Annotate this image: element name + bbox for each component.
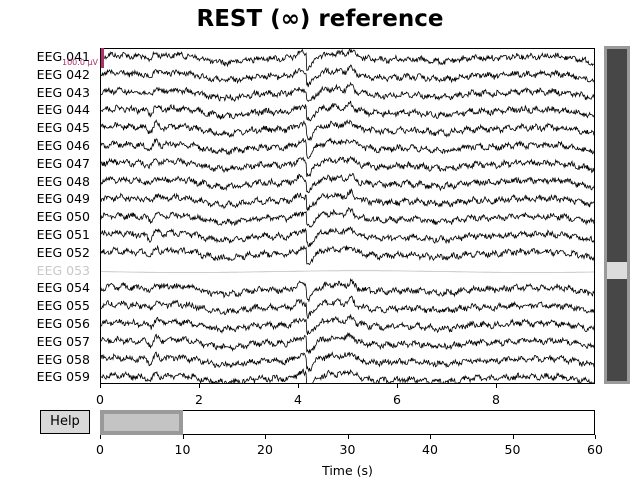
channel-label[interactable]: EEG 051	[36, 227, 90, 242]
channel-trace[interactable]	[101, 331, 595, 355]
channel-label[interactable]: EEG 054	[36, 280, 90, 296]
channel-trace[interactable]	[101, 313, 595, 335]
channel-label[interactable]: EEG 053	[36, 262, 90, 278]
channel-label[interactable]: EEG 048	[36, 173, 90, 189]
overview-tick-label: 20	[257, 442, 273, 457]
plot-title: REST (∞) reference	[196, 6, 444, 32]
overview-tick-label: 40	[422, 442, 438, 457]
overview-tick	[512, 435, 514, 439]
channel-label[interactable]: EEG 043	[36, 84, 90, 100]
overview-tick-label: 50	[504, 442, 521, 457]
channel-trace[interactable]	[101, 49, 595, 72]
eeg-traces	[101, 49, 595, 384]
overview-tick-label: 60	[587, 442, 603, 457]
channel-trace[interactable]	[101, 244, 595, 266]
channel-label[interactable]: EEG 049	[36, 191, 90, 207]
channel-trace[interactable]	[101, 155, 595, 178]
overview-tick	[265, 435, 266, 439]
channel-trace[interactable]	[101, 368, 595, 384]
amplitude-scalebar	[101, 48, 104, 68]
time-tick	[397, 384, 398, 388]
channel-trace[interactable]	[101, 100, 595, 122]
overview-tick-label: 10	[174, 442, 191, 457]
channel-label[interactable]: EEG 050	[36, 209, 90, 225]
channel-trace[interactable]	[101, 137, 595, 159]
overview-tick	[347, 435, 349, 439]
overview-tick-label: 30	[339, 442, 356, 457]
overview-tick-label: 0	[96, 442, 104, 457]
time-window-handle[interactable]	[100, 410, 183, 435]
channel-trace[interactable]	[101, 81, 595, 103]
channel-label[interactable]: EEG 056	[36, 316, 90, 331]
scalebar-label: 100.0 µV	[62, 58, 99, 67]
channel-label[interactable]: EEG 057	[36, 333, 90, 349]
channel-trace[interactable]	[101, 64, 595, 88]
overview-tick	[595, 435, 596, 439]
channel-trace[interactable]	[101, 270, 595, 273]
time-tick	[298, 384, 299, 388]
time-tick-label: 4	[294, 392, 302, 407]
channel-trace[interactable]	[101, 295, 595, 319]
channel-trace[interactable]	[101, 187, 595, 212]
channel-label[interactable]: EEG 052	[36, 244, 90, 260]
channel-label[interactable]: EEG 042	[36, 66, 90, 82]
channel-label[interactable]: EEG 055	[36, 298, 90, 314]
time-tick-label: 8	[492, 392, 500, 407]
channel-label[interactable]: EEG 041	[36, 49, 90, 64]
channel-scrollbar[interactable]	[604, 46, 630, 384]
eeg-trace-plot[interactable]	[100, 48, 595, 384]
channel-trace[interactable]	[101, 226, 595, 248]
channel-trace[interactable]	[101, 277, 595, 303]
channel-label[interactable]: EEG 044	[36, 102, 90, 118]
channel-trace[interactable]	[101, 119, 595, 142]
time-tick	[496, 384, 497, 388]
channel-trace[interactable]	[101, 351, 595, 373]
time-overview-scrollbar[interactable]	[100, 410, 595, 435]
time-tick-label: 6	[393, 392, 401, 407]
time-tick-label: 0	[96, 392, 104, 407]
time-tick	[100, 384, 101, 388]
help-button[interactable]: Help	[40, 410, 90, 434]
channel-trace[interactable]	[101, 207, 595, 228]
channel-label[interactable]: EEG 058	[36, 351, 90, 367]
channel-label[interactable]: EEG 045	[36, 120, 90, 136]
overview-tick	[182, 435, 184, 439]
bad-channel-marker	[607, 262, 627, 279]
overview-tick	[430, 435, 431, 439]
x-axis-label: Time (s)	[322, 463, 373, 478]
overview-tick	[100, 435, 101, 439]
channel-label[interactable]: EEG 059	[36, 369, 90, 385]
time-tick	[199, 384, 200, 388]
channel-label[interactable]: EEG 046	[36, 138, 90, 153]
time-tick-label: 2	[195, 392, 203, 407]
channel-trace[interactable]	[101, 172, 595, 194]
channel-label[interactable]: EEG 047	[36, 155, 90, 171]
